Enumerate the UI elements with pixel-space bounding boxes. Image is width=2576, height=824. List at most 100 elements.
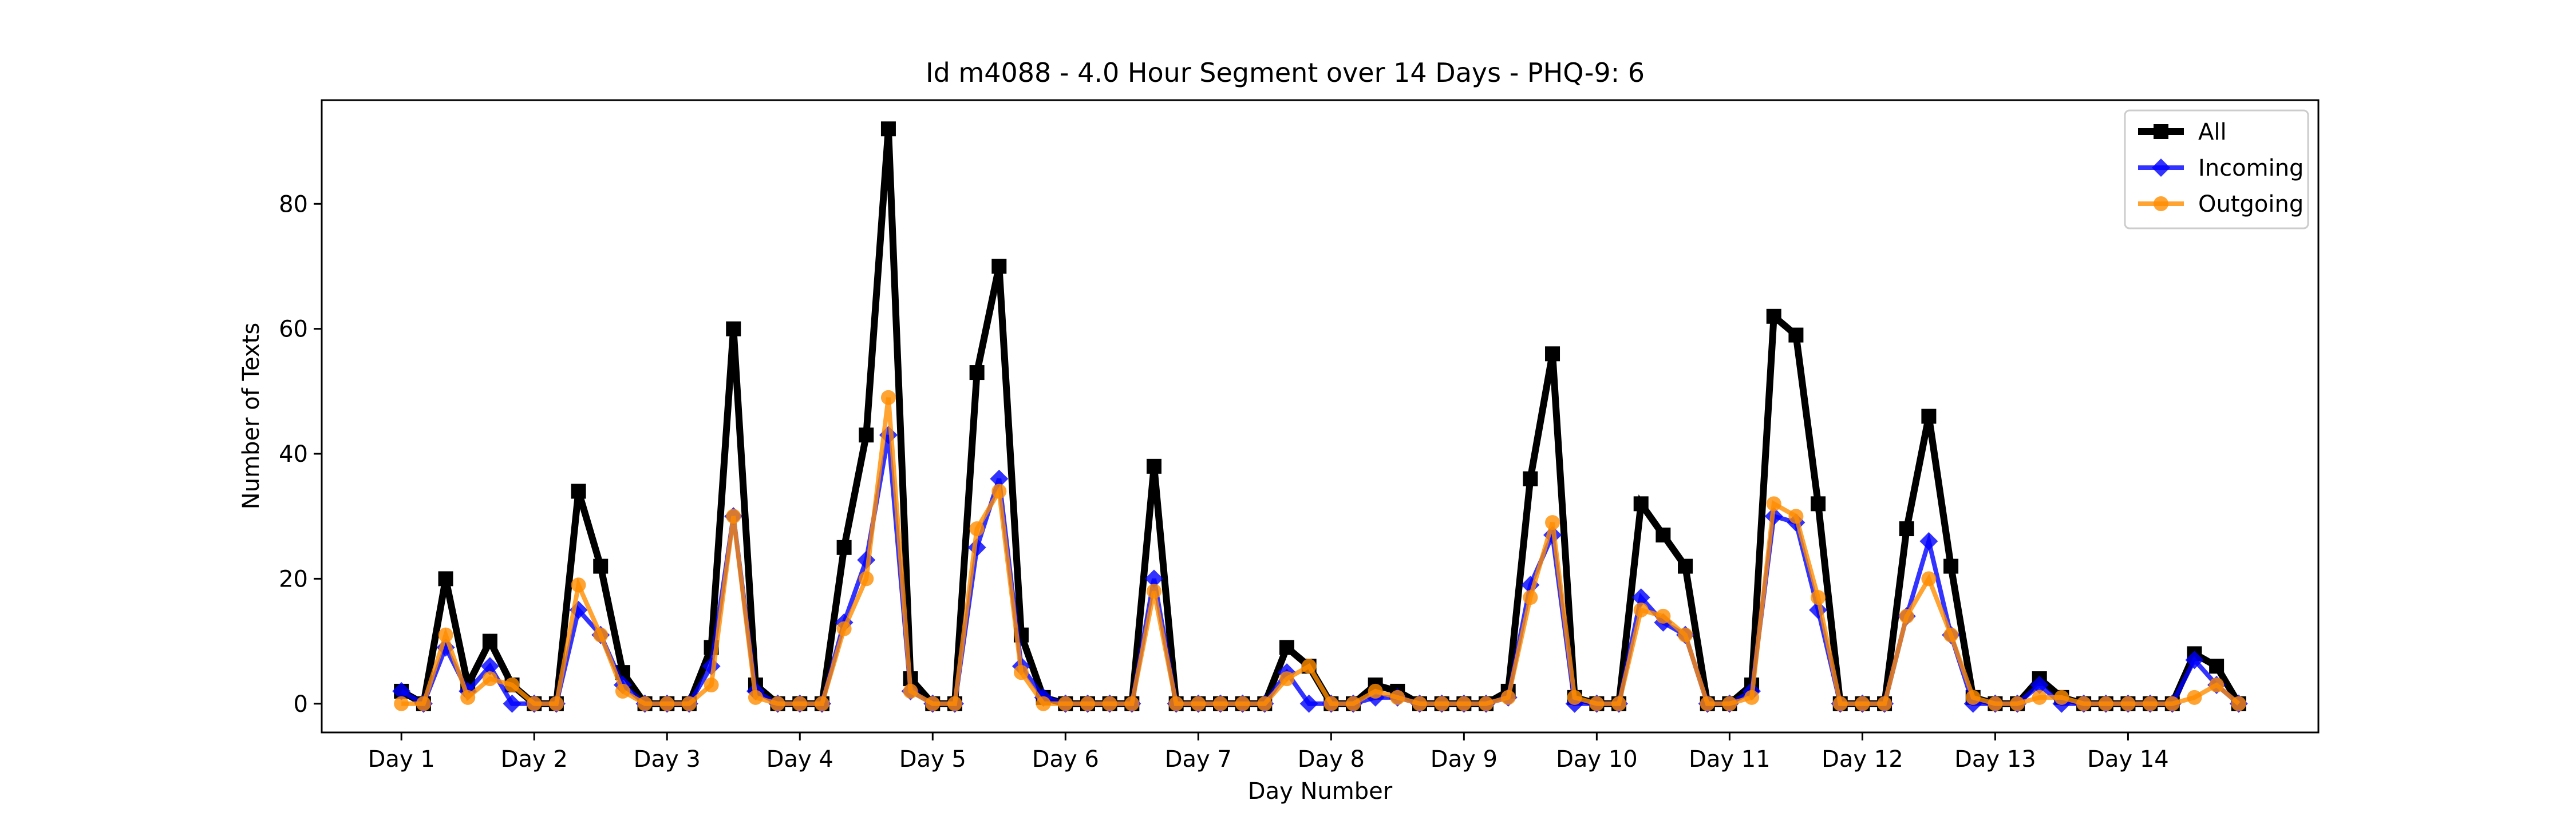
- data-point-outgoing: [548, 696, 564, 711]
- data-point-all: [1146, 458, 1161, 474]
- data-point-all: [2209, 659, 2225, 674]
- data-point-all: [969, 365, 985, 381]
- data-point-incoming: [1299, 694, 1318, 713]
- data-point-outgoing: [969, 521, 985, 537]
- data-point-outgoing: [1212, 696, 1228, 711]
- x-tick-label: Day 10: [1556, 746, 1638, 772]
- data-point-outgoing: [1811, 590, 1826, 605]
- data-point-outgoing: [482, 671, 497, 687]
- data-point-outgoing: [1102, 696, 1117, 711]
- data-point-outgoing: [1656, 608, 1671, 624]
- data-point-all: [859, 427, 874, 443]
- data-point-incoming: [1919, 532, 1938, 550]
- data-point-all: [1811, 496, 1826, 512]
- data-point-outgoing: [2054, 690, 2069, 705]
- legend-marker-all: [2154, 124, 2168, 139]
- data-point-outgoing: [2098, 696, 2113, 711]
- data-point-outgoing: [1456, 696, 1472, 711]
- x-tick-label: Day 4: [767, 746, 833, 772]
- data-point-outgoing: [1921, 571, 1937, 587]
- y-tick-label: 20: [279, 566, 308, 592]
- data-point-outgoing: [1479, 696, 1494, 711]
- data-point-outgoing: [1832, 696, 1848, 711]
- x-tick-label: Day 8: [1298, 746, 1365, 772]
- x-tick-label: Day 6: [1032, 746, 1099, 772]
- data-point-incoming: [480, 657, 499, 676]
- data-point-outgoing: [1589, 696, 1605, 711]
- data-point-all: [482, 633, 497, 649]
- data-point-outgoing: [1965, 690, 1981, 705]
- data-point-all: [1788, 327, 1804, 343]
- data-point-outgoing: [1412, 696, 1428, 711]
- data-point-outgoing: [880, 390, 896, 405]
- data-point-outgoing: [1124, 696, 1140, 711]
- data-point-all: [1279, 640, 1294, 655]
- data-point-outgoing: [1877, 696, 1893, 711]
- x-tick-label: Day 3: [634, 746, 701, 772]
- y-tick-label: 40: [279, 441, 308, 468]
- data-point-outgoing: [770, 696, 785, 711]
- data-point-all: [1943, 558, 1959, 574]
- data-point-outgoing: [1191, 696, 1206, 711]
- data-point-incoming: [503, 694, 521, 713]
- data-point-outgoing: [2143, 696, 2158, 711]
- data-point-outgoing: [2120, 696, 2136, 711]
- data-point-all: [836, 540, 852, 555]
- data-point-outgoing: [1788, 509, 1804, 524]
- data-point-outgoing: [1279, 671, 1294, 687]
- data-point-outgoing: [2076, 696, 2092, 711]
- plot-layer: [392, 121, 2248, 713]
- x-tick-label: Day 5: [899, 746, 966, 772]
- data-point-outgoing: [1434, 696, 1449, 711]
- data-point-all: [1766, 308, 1781, 324]
- data-point-outgoing: [2032, 690, 2047, 705]
- data-point-outgoing: [394, 696, 409, 711]
- x-tick-label: Day 12: [1822, 746, 1903, 772]
- y-tick-label: 80: [279, 191, 308, 217]
- legend-label-outgoing: Outgoing: [2198, 191, 2304, 217]
- data-point-outgoing: [438, 627, 453, 643]
- data-point-outgoing: [1235, 696, 1250, 711]
- data-point-incoming: [1631, 588, 1650, 607]
- data-point-incoming: [392, 682, 411, 700]
- data-point-outgoing: [593, 627, 609, 643]
- y-tick-label: 0: [294, 691, 308, 718]
- data-point-outgoing: [1013, 665, 1029, 680]
- x-tick-label: Day 2: [501, 746, 568, 772]
- data-point-outgoing: [1523, 590, 1538, 605]
- data-point-outgoing: [416, 696, 431, 711]
- data-point-outgoing: [1368, 683, 1383, 699]
- data-point-outgoing: [1058, 696, 1073, 711]
- y-axis: 0 20 40 60 80: [279, 191, 322, 718]
- axes-frame: [321, 99, 2320, 734]
- legend-marker-outgoing: [2154, 196, 2168, 211]
- data-point-outgoing: [1722, 696, 1737, 711]
- data-point-all: [1656, 527, 1671, 542]
- data-point-outgoing: [571, 577, 586, 593]
- data-point-outgoing: [1611, 696, 1627, 711]
- data-point-outgoing: [1633, 602, 1649, 617]
- data-point-incoming: [2030, 676, 2049, 695]
- data-point-outgoing: [1323, 696, 1339, 711]
- data-point-outgoing: [460, 690, 476, 705]
- data-point-outgoing: [1766, 496, 1781, 512]
- data-point-all: [726, 321, 741, 336]
- data-point-incoming: [990, 469, 1009, 488]
- data-point-outgoing: [1744, 690, 1760, 705]
- data-point-all: [438, 571, 453, 587]
- x-axis-label: Day Number: [1248, 778, 1393, 805]
- data-point-outgoing: [504, 678, 520, 693]
- y-tick-label: 60: [279, 316, 308, 343]
- data-point-outgoing: [2231, 696, 2246, 711]
- chart-title: Id m4088 - 4.0 Hour Segment over 14 Days…: [926, 57, 1645, 88]
- data-point-outgoing: [947, 696, 962, 711]
- data-point-all: [1921, 409, 1937, 424]
- data-point-outgoing: [1346, 696, 1361, 711]
- data-point-outgoing: [1500, 690, 1516, 705]
- data-point-outgoing: [1146, 584, 1161, 599]
- legend: All Incoming Outgoing: [2124, 109, 2309, 229]
- legend-item-incoming: Incoming: [2138, 155, 2304, 181]
- data-point-outgoing: [527, 696, 542, 711]
- data-point-outgoing: [659, 696, 675, 711]
- data-point-outgoing: [1988, 696, 2003, 711]
